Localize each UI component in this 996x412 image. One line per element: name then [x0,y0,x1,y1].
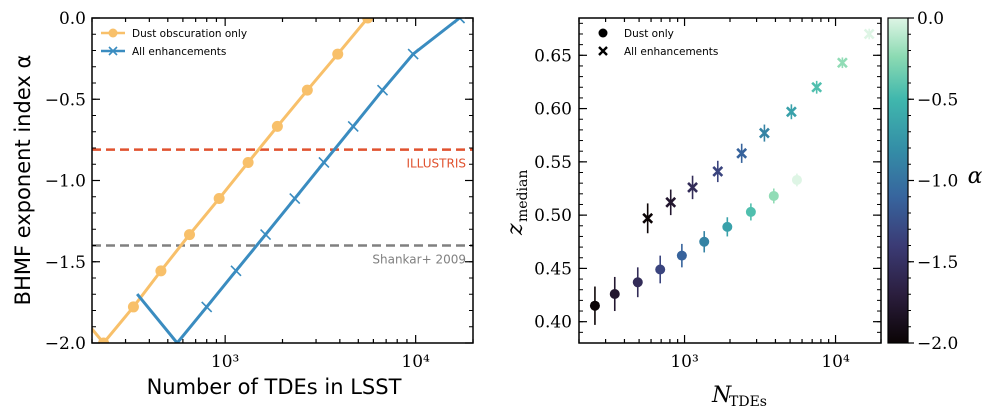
data-point [758,127,770,139]
right-plot-frame [578,17,882,344]
left-chart: ILLUSTRIS Shankar+ 2009 10³ 10⁴ −2.0 −1.5 −1.… [11,9,474,399]
data-point [665,196,677,208]
data-point [347,120,359,132]
legend-label-all-enhancements: All enhancements [132,46,226,58]
data-point [791,174,802,185]
data-point [171,337,183,343]
colorbar-tick-label: 0.0 [917,9,944,29]
data-point [785,106,797,118]
data-point [642,212,654,224]
y-tick-label: −1.0 [45,172,86,192]
x-tick-label: 10³ [211,352,239,372]
data-point [676,250,687,261]
legend-label-dust-only: Dust only [624,28,674,40]
x-label-main: N [711,383,732,408]
data-point [201,301,213,313]
data-point [632,277,643,288]
legend-label-dust-obscuration: Dust obscuration only [132,28,247,40]
colorbar-tick-label: −1.5 [917,253,958,273]
data-point [332,48,344,60]
right-legend: Dust only All enhancements [598,28,718,58]
data-point [736,147,748,159]
data-point [318,156,330,169]
y-tick-label: 0.65 [534,46,572,66]
data-point [213,193,225,205]
y-tick-label: −2.0 [45,334,86,354]
data-point [655,264,666,275]
colorbar [887,17,909,344]
y-tick-label: −0.5 [45,90,86,110]
y-tick-label: 0.55 [534,153,572,173]
y-tick-label: 0.40 [534,313,572,333]
data-point [260,229,272,241]
series-line [92,18,370,343]
reference-line-label: ILLUSTRIS [406,157,466,171]
y-label-main: z [503,223,528,236]
data-point [745,206,756,217]
colorbar-tick-label: −2.0 [917,334,958,354]
legend-marker-all-enhancements [108,46,118,56]
data-point [289,192,301,205]
reference-line-label: Shankar+ 2009 [372,253,466,267]
legend-marker-dust-obscuration [108,28,118,38]
y-tick-label: −1.5 [45,253,86,273]
data-point [609,288,620,299]
data-point [687,182,698,193]
data-point [184,229,196,241]
data-point [127,301,139,313]
data-point [376,84,389,96]
right-y-axis-label: z median [503,170,531,236]
colorbar-tick-label: −0.5 [917,90,958,110]
colorbar-tick-label: −1.0 [917,172,958,192]
legend-marker-dust-only [598,28,608,38]
data-point [301,84,313,96]
y-tick-label: 0.60 [534,100,572,120]
y-tick-label: 0.0 [59,9,86,29]
data-point [407,48,419,60]
data-point [699,236,710,247]
legend-label-all-enh: All enhancements [624,46,718,58]
right-x-axis-label: N TDEs [711,383,767,410]
data-point [155,265,167,277]
data-point [863,28,875,40]
x-tick-label: 10³ [670,352,698,372]
data-point [242,156,254,168]
data-point [811,81,823,93]
series-line [136,18,462,343]
x-tick-label: 10⁴ [401,352,430,372]
data-point [271,120,283,132]
right-chart: 10³ 10⁴ 0.40 0.45 0.50 0.55 0.60 0.65 N TDEs z … [503,9,983,410]
data-point [768,190,779,201]
data-point [589,300,600,311]
x-tick-label: 10⁴ [821,352,850,372]
left-legend: Dust obscuration only All enhancements [101,28,247,58]
data-point [362,18,374,24]
y-tick-label: 0.45 [534,259,572,279]
left-y-axis-label: BHMF exponent index α [11,55,35,306]
x-label-subscript: TDEs [729,394,767,410]
data-point [453,18,466,24]
left-plot-frame [91,17,474,344]
colorbar-label: α [968,164,983,189]
data-point [836,57,848,69]
left-x-axis-label: Number of TDEs in LSST [147,375,402,399]
data-point [712,166,724,177]
data-point [722,221,733,232]
y-label-subscript: median [515,170,531,222]
data-point [98,337,110,343]
data-point [230,265,242,277]
legend-marker-all-enh [598,46,608,56]
y-tick-label: 0.50 [534,206,572,226]
